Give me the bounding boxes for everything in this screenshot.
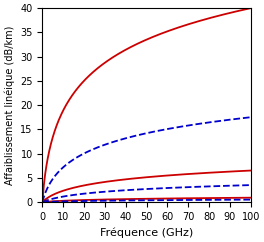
Y-axis label: Affaiblissement linéique (dB/km): Affaiblissement linéique (dB/km) xyxy=(4,25,15,185)
X-axis label: Fréquence (GHz): Fréquence (GHz) xyxy=(100,227,193,238)
